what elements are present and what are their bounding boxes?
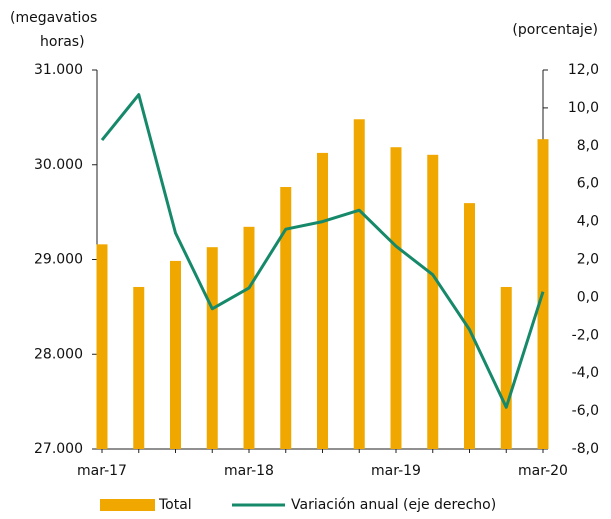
- y-tick-label: 31.000: [34, 62, 83, 78]
- y2-tick-label: 6,0: [577, 176, 599, 192]
- y2-tick-label: -6,0: [572, 403, 599, 419]
- y-tick-label: 27.000: [34, 441, 83, 457]
- bar: [170, 260, 181, 449]
- y-tick-label: 28.000: [34, 346, 83, 362]
- y-axis-label: (megavatios: [10, 10, 97, 26]
- y2-tick-label: 0,0: [577, 289, 599, 305]
- y-axis-label: horas): [40, 34, 85, 50]
- y2-tick-label: 8,0: [577, 138, 599, 154]
- y-tick-label: 29.000: [34, 252, 83, 268]
- legend-swatch: [100, 499, 155, 511]
- x-tick-label: mar-18: [224, 463, 274, 479]
- bar: [243, 226, 255, 449]
- legend-label: Total: [158, 497, 192, 513]
- y2-axis-label: (porcentaje): [512, 22, 598, 38]
- bar: [280, 187, 292, 450]
- y2-tick-label: 10,0: [568, 100, 599, 116]
- y2-tick-label: 2,0: [577, 252, 599, 268]
- legend-label: Variación anual (eje derecho): [291, 497, 496, 513]
- x-tick-label: mar-19: [371, 463, 421, 479]
- y2-tick-label: -8,0: [572, 441, 599, 457]
- y-tick-label: 30.000: [34, 157, 83, 173]
- bar: [133, 286, 145, 449]
- bar: [500, 286, 512, 449]
- bar: [206, 247, 218, 449]
- bar: [353, 119, 365, 450]
- x-tick-label: mar-17: [77, 463, 127, 479]
- y2-tick-label: 12,0: [568, 62, 599, 78]
- bar: [390, 147, 402, 449]
- line: [100, 93, 545, 409]
- y2-tick-label: 4,0: [577, 214, 599, 230]
- bar: [464, 203, 475, 449]
- y2-tick-label: -2,0: [572, 327, 599, 343]
- bar: [96, 244, 108, 449]
- x-tick-label: mar-20: [518, 463, 568, 479]
- bar: [427, 154, 439, 449]
- y2-tick-label: -4,0: [572, 365, 599, 381]
- bar: [317, 152, 328, 449]
